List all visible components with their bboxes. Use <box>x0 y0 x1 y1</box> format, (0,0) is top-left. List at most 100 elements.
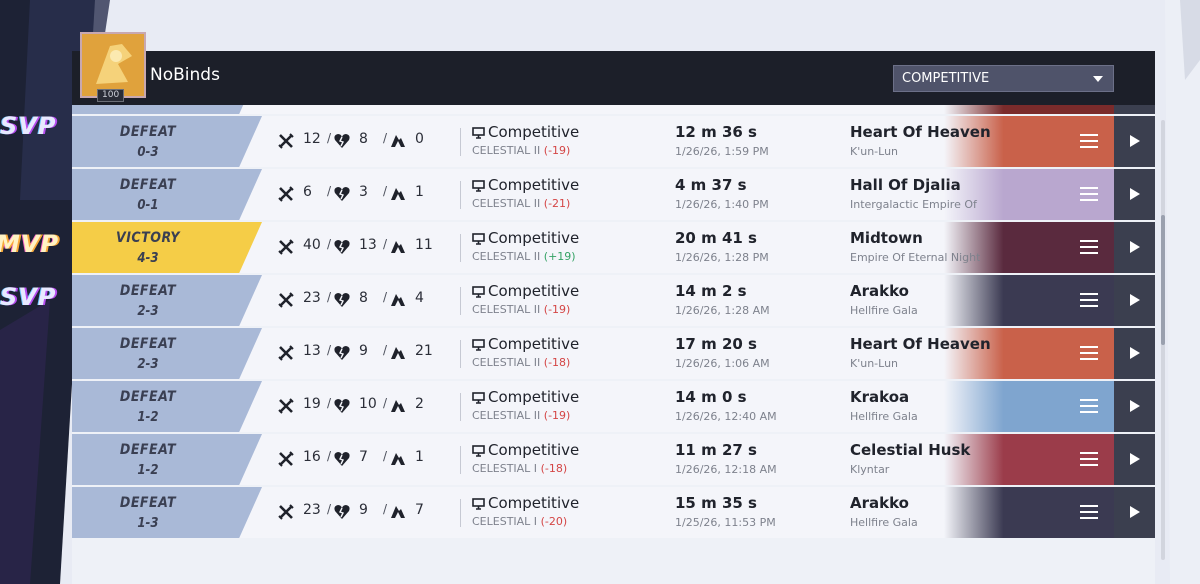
menu-icon[interactable] <box>1077 236 1101 258</box>
assists-icon <box>391 400 405 412</box>
map-thumbnail <box>944 275 1114 326</box>
rank-delta: (-21) <box>543 197 571 210</box>
menu-icon[interactable] <box>1077 342 1101 364</box>
rank-info: CELESTIAL II (-19) <box>472 409 570 422</box>
assists-value: 11 <box>415 237 433 253</box>
match-mode: Competitive <box>472 176 579 194</box>
rank-label: CELESTIAL II <box>472 250 541 263</box>
match-history-panel: DEFEAT 0-2 26 / 9 / 1 Competitive CELEST… <box>72 51 1155 584</box>
monitor-icon <box>472 445 485 457</box>
mode-label: Competitive <box>488 123 580 141</box>
result-label: DEFEAT <box>119 389 177 405</box>
result-banner: VICTORY 4-3 <box>72 222 262 273</box>
player-avatar[interactable] <box>80 32 146 98</box>
result-score: 1-2 <box>137 410 159 425</box>
match-row[interactable]: DEFEAT 1-2 19 / 10 / 2 Competitive CELES… <box>72 381 1155 432</box>
match-row[interactable]: DEFEAT 2-3 23 / 8 / 4 Competitive CELEST… <box>72 275 1155 326</box>
assists-value: 21 <box>415 343 433 359</box>
menu-icon[interactable] <box>1077 501 1101 523</box>
mode-label: Competitive <box>488 388 580 406</box>
replay-button[interactable] <box>1114 116 1155 167</box>
match-date: 1/26/26, 1:28 PM <box>675 251 769 264</box>
replay-button[interactable] <box>1114 381 1155 432</box>
replay-button[interactable] <box>1114 169 1155 220</box>
mode-dropdown[interactable]: COMPETITIVE <box>893 65 1114 92</box>
rank-info: CELESTIAL I (-20) <box>472 515 567 528</box>
map-region: Hellfire Gala <box>850 410 918 423</box>
mode-label: Competitive <box>488 282 580 300</box>
rank-delta: (-19) <box>543 303 571 316</box>
result-score: 2-3 <box>137 357 159 372</box>
menu-icon[interactable] <box>1077 395 1101 417</box>
menu-icon[interactable] <box>1077 289 1101 311</box>
match-date: 1/26/26, 12:18 AM <box>675 463 777 476</box>
mode-label: Competitive <box>488 335 580 353</box>
result-label: VICTORY <box>115 230 180 246</box>
play-icon <box>1130 241 1140 253</box>
deaths-icon <box>334 240 350 254</box>
kills-value: 19 <box>303 396 321 412</box>
separator: / <box>327 131 332 145</box>
result-label: DEFEAT <box>119 283 177 299</box>
menu-icon[interactable] <box>1077 130 1101 152</box>
column-divider <box>460 446 461 474</box>
match-row[interactable]: DEFEAT 2-3 13 / 9 / 21 Competitive CELES… <box>72 328 1155 379</box>
match-mode: Competitive <box>472 123 579 141</box>
replay-button[interactable] <box>1114 487 1155 538</box>
deaths-icon <box>334 452 350 466</box>
result-score: 1-2 <box>137 463 159 478</box>
result-banner: DEFEAT 2-3 <box>72 275 262 326</box>
mode-label: Competitive <box>488 229 580 247</box>
column-divider <box>460 181 461 209</box>
separator: / <box>327 396 332 410</box>
deaths-value: 9 <box>359 502 368 518</box>
scrollbar-thumb[interactable] <box>1161 215 1165 345</box>
separator: / <box>383 343 388 357</box>
map-region: Empire Of Eternal Night <box>850 251 980 264</box>
assists-icon <box>391 453 405 465</box>
column-divider <box>460 393 461 421</box>
menu-icon[interactable] <box>1077 448 1101 470</box>
column-divider <box>460 340 461 368</box>
match-date: 1/26/26, 1:06 AM <box>675 357 770 370</box>
rank-delta: (-20) <box>540 515 568 528</box>
separator: / <box>383 237 388 251</box>
match-row[interactable]: DEFEAT 1-2 16 / 7 / 1 Competitive CELEST… <box>72 434 1155 485</box>
result-label: DEFEAT <box>119 495 177 511</box>
monitor-icon <box>472 286 485 298</box>
result-score: 0-1 <box>137 198 159 213</box>
result-label: DEFEAT <box>119 336 177 352</box>
match-row[interactable]: DEFEAT 1-3 23 / 9 / 7 Competitive CELEST… <box>72 487 1155 538</box>
rank-label: CELESTIAL I <box>472 462 538 475</box>
replay-button[interactable] <box>1114 328 1155 379</box>
rank-delta: (-18) <box>540 462 568 475</box>
replay-button[interactable] <box>1114 222 1155 273</box>
match-mode: Competitive <box>472 229 579 247</box>
rank-label: CELESTIAL II <box>472 303 541 316</box>
play-icon <box>1130 506 1140 518</box>
avatar-hero-icon <box>82 34 144 96</box>
kills-value: 23 <box>303 502 321 518</box>
separator: / <box>327 449 332 463</box>
deaths-value: 3 <box>359 184 368 200</box>
deaths-icon <box>334 187 350 201</box>
kills-value: 13 <box>303 343 321 359</box>
match-date: 1/26/26, 12:40 AM <box>675 410 777 423</box>
menu-icon[interactable] <box>1077 183 1101 205</box>
monitor-icon <box>472 127 485 139</box>
deaths-icon <box>334 346 350 360</box>
match-mode: Competitive <box>472 335 579 353</box>
map-region: Hellfire Gala <box>850 516 918 529</box>
replay-button[interactable] <box>1114 275 1155 326</box>
replay-button[interactable] <box>1114 434 1155 485</box>
map-name: Heart Of Heaven <box>850 123 991 141</box>
match-mode: Competitive <box>472 388 579 406</box>
play-icon <box>1130 135 1140 147</box>
match-row[interactable]: DEFEAT 0-3 12 / 8 / 0 Competitive CELEST… <box>72 116 1155 167</box>
deaths-value: 9 <box>359 343 368 359</box>
deaths-value: 7 <box>359 449 368 465</box>
result-score: 4-3 <box>137 251 159 266</box>
rank-label: CELESTIAL II <box>472 356 541 369</box>
match-row[interactable]: VICTORY 4-3 40 / 13 / 11 Competitive CEL… <box>72 222 1155 273</box>
match-row[interactable]: DEFEAT 0-1 6 / 3 / 1 Competitive CELESTI… <box>72 169 1155 220</box>
